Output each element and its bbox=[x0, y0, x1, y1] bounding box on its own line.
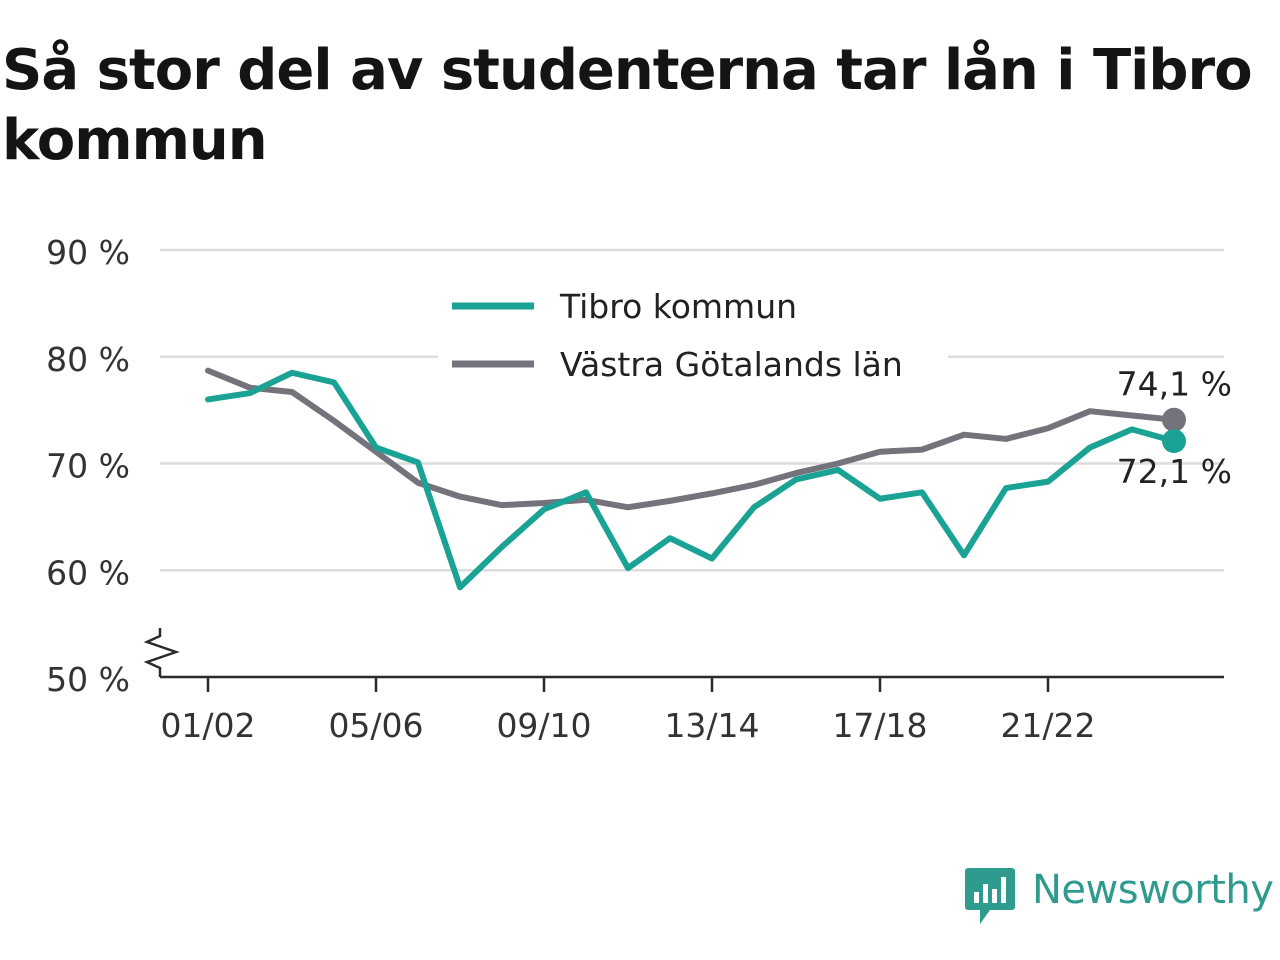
x-tick-label: 21/22 bbox=[1000, 706, 1095, 745]
y-tick-label: 90 % bbox=[46, 233, 130, 272]
x-tick-label: 09/10 bbox=[496, 706, 591, 745]
series-lines bbox=[205, 367, 1186, 591]
end-labels: 72,1 % 74,1 % bbox=[1117, 365, 1232, 491]
series-end-point bbox=[1162, 407, 1186, 432]
series-line bbox=[205, 369, 1177, 591]
legend: Tibro kommun Västra Götalands län bbox=[438, 272, 948, 390]
end-value-label: 72,1 % bbox=[1117, 452, 1232, 491]
newsworthy-chart-bubble-icon bbox=[965, 868, 1015, 924]
x-tick-label: 17/18 bbox=[832, 706, 927, 745]
axis-break-icon bbox=[143, 628, 180, 677]
series-line bbox=[205, 367, 1177, 511]
y-tick-label: 80 % bbox=[46, 340, 130, 379]
end-value-label: 74,1 % bbox=[1117, 365, 1232, 404]
brand-name: Newsworthy bbox=[1032, 867, 1274, 913]
axes: 50 % 60 % 70 % 80 % 90 % 01/02 05/06 09/10 13/14… bbox=[46, 233, 1224, 745]
legend-background bbox=[438, 272, 948, 390]
series-end-point bbox=[1162, 429, 1186, 454]
line-chart: 50 % 60 % 70 % 80 % 90 % 01/02 05/06 09/10 13/14… bbox=[46, 233, 1232, 745]
y-tick-label: 70 % bbox=[46, 447, 130, 486]
y-tick-label: 60 % bbox=[46, 553, 130, 592]
legend-label: Västra Götalands län bbox=[560, 345, 903, 384]
newsworthy-logo[interactable]: Newsworthy bbox=[964, 864, 1280, 928]
chart-title: Så stor del av studenterna tar lån i Tib… bbox=[2, 38, 1253, 173]
x-tick-label: 05/06 bbox=[328, 706, 423, 745]
x-tick-label: 13/14 bbox=[664, 706, 759, 745]
y-tick-label: 50 % bbox=[46, 660, 130, 699]
legend-label: Tibro kommun bbox=[559, 287, 797, 326]
x-tick-label: 01/02 bbox=[160, 706, 255, 745]
